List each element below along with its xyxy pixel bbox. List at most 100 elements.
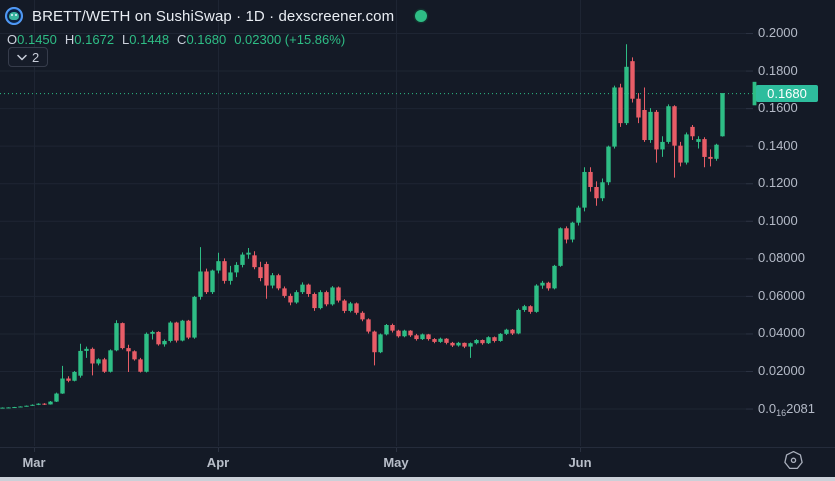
candle-body: [156, 331, 161, 345]
candle: [708, 149, 713, 167]
candle: [162, 339, 167, 347]
candlestick-chart[interactable]: [0, 0, 835, 447]
candle: [546, 281, 551, 291]
candle: [48, 401, 53, 405]
chart-settings-icon[interactable]: [783, 450, 804, 471]
candle-body: [210, 270, 215, 293]
candle-body: [660, 141, 665, 150]
candle-body: [642, 109, 647, 141]
candle: [438, 337, 443, 343]
candle-body: [480, 340, 485, 344]
candle: [594, 181, 599, 206]
candle-body: [336, 287, 341, 301]
candle: [654, 109, 659, 163]
ohlc-open: O0.1450: [7, 32, 57, 47]
candle-body: [384, 324, 389, 335]
candle-body: [606, 146, 611, 183]
current-price-label: 0.1680: [756, 84, 818, 102]
candle: [150, 330, 155, 340]
candle: [408, 330, 413, 337]
candle: [282, 286, 287, 298]
candle-body: [270, 275, 275, 286]
candle: [396, 329, 401, 338]
candle: [270, 272, 275, 289]
candle-body: [60, 378, 65, 394]
candle-body: [558, 228, 563, 266]
candle: [678, 141, 683, 167]
ohlc-open-value: 0.1450: [17, 32, 57, 47]
candle-body: [222, 261, 227, 281]
candle: [504, 328, 509, 335]
candle: [318, 290, 323, 310]
candle-body: [366, 319, 371, 332]
candle: [66, 376, 71, 383]
time-scale[interactable]: Mar Apr May Jun: [0, 447, 835, 477]
candle: [636, 93, 641, 124]
bottom-scrollbar[interactable]: [0, 477, 835, 481]
candle: [192, 295, 197, 339]
candle: [6, 407, 11, 409]
candle: [36, 403, 41, 406]
candle: [540, 280, 545, 289]
candle-body: [528, 306, 533, 312]
candle-body: [198, 271, 203, 297]
ohlc-row: O0.1450 H0.1672 L0.1448 C0.1680 0.02300 …: [7, 32, 345, 47]
price-tick-label: 0.06000: [758, 287, 805, 303]
candle: [96, 358, 101, 366]
candle-body: [132, 351, 137, 360]
candle-body: [186, 320, 191, 338]
candle: [666, 104, 671, 144]
candle-body: [402, 330, 407, 337]
candle-body: [546, 282, 551, 289]
candle-body: [150, 331, 155, 334]
candle-body: [168, 322, 173, 341]
candle-body: [378, 334, 383, 353]
candle: [642, 87, 647, 142]
candle: [216, 252, 221, 274]
ohlc-high: H0.1672: [64, 32, 115, 47]
candle: [564, 226, 569, 244]
candle-body: [396, 330, 401, 337]
candle-body: [162, 340, 167, 345]
candle-body: [588, 171, 593, 187]
month-tick-mark: [580, 448, 581, 452]
candle: [174, 321, 179, 343]
candle-body: [408, 330, 413, 336]
candle-body: [390, 324, 395, 331]
candle: [108, 349, 113, 373]
indicators-collapse-button[interactable]: 2: [8, 47, 49, 67]
month-tick-mark: [218, 448, 219, 452]
candle-body: [204, 271, 209, 293]
candle-body: [120, 323, 125, 349]
candle-body: [108, 350, 113, 372]
candle-body: [24, 405, 29, 407]
candle: [402, 329, 407, 338]
candle: [606, 145, 611, 186]
price-scale[interactable]: 0.1680 0.2000 0.1800 0.1600 0.1400 0.1200 0.1…: [755, 0, 835, 447]
candle-body: [666, 106, 671, 142]
price-tick-label: 0.02000: [758, 363, 805, 378]
candle-body: [282, 288, 287, 296]
candle: [348, 301, 353, 313]
candle: [204, 268, 209, 295]
candle-body: [636, 98, 641, 118]
candle-body: [264, 263, 269, 286]
candle: [600, 178, 605, 202]
candle: [372, 330, 377, 366]
candle-body: [126, 348, 131, 352]
candle-body: [0, 407, 5, 409]
candle: [288, 293, 293, 306]
candle: [258, 261, 263, 282]
candle-body: [552, 265, 557, 289]
candle: [630, 57, 635, 103]
candle: [12, 406, 17, 409]
candle: [354, 302, 359, 315]
candle-body: [300, 284, 305, 293]
candle-body: [450, 342, 455, 346]
candle-body: [144, 333, 149, 372]
ohlc-close-value: 0.1680: [186, 32, 227, 47]
candle-body: [114, 323, 119, 351]
candle: [414, 333, 419, 341]
candle-body: [540, 282, 545, 286]
